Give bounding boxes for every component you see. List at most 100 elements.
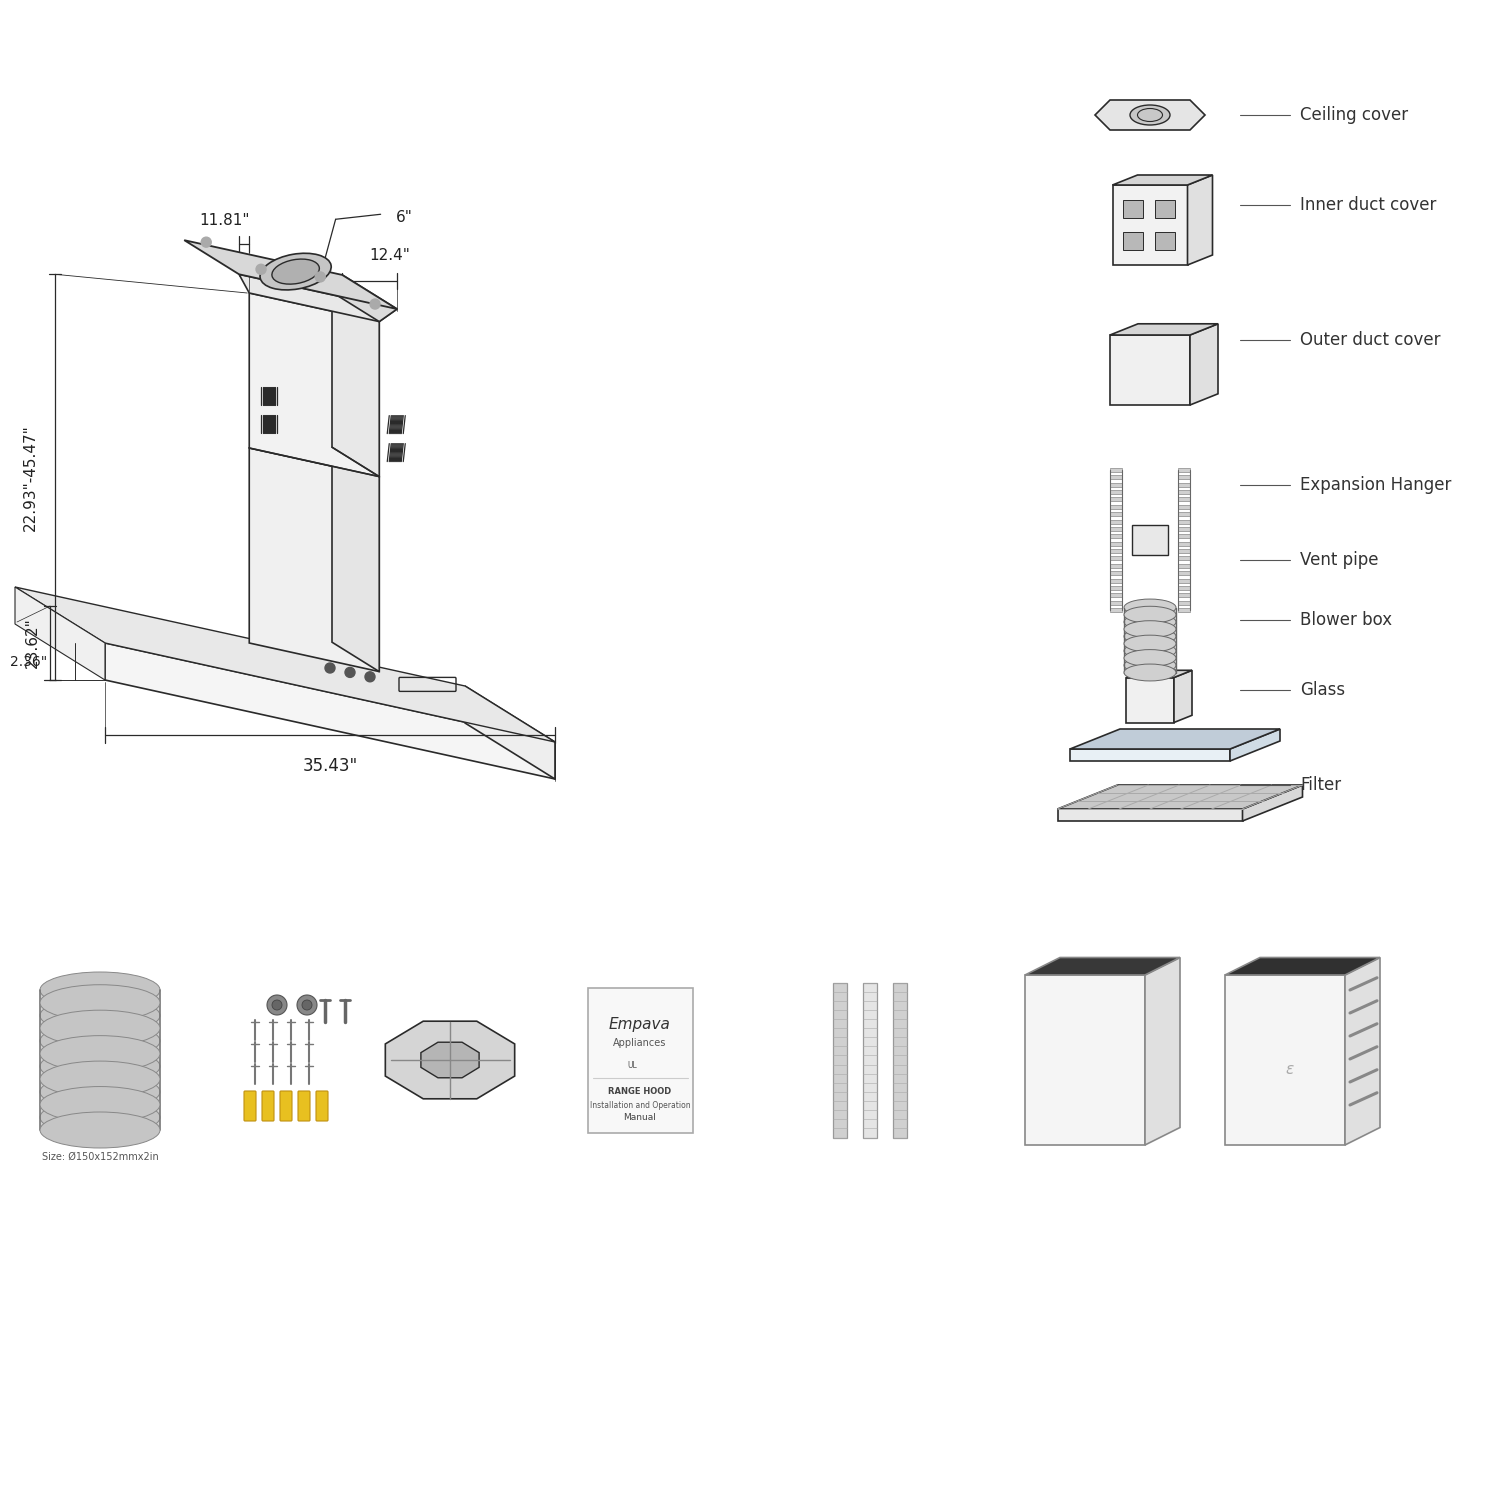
Polygon shape <box>1155 232 1174 250</box>
Polygon shape <box>1132 525 1168 555</box>
Polygon shape <box>1110 506 1122 509</box>
Ellipse shape <box>1124 642 1176 660</box>
Polygon shape <box>1230 729 1280 760</box>
Polygon shape <box>1178 564 1190 568</box>
Ellipse shape <box>40 1086 160 1122</box>
Polygon shape <box>1070 748 1230 760</box>
Polygon shape <box>1110 476 1122 480</box>
Polygon shape <box>1110 483 1122 486</box>
Ellipse shape <box>260 254 332 290</box>
Text: 2.36": 2.36" <box>9 654 46 669</box>
Polygon shape <box>332 274 398 321</box>
Polygon shape <box>1110 564 1122 568</box>
Text: Appliances: Appliances <box>614 1038 666 1048</box>
Polygon shape <box>184 240 398 309</box>
Circle shape <box>256 264 265 274</box>
Ellipse shape <box>40 1023 160 1059</box>
Polygon shape <box>1178 483 1190 486</box>
Ellipse shape <box>272 260 320 284</box>
Polygon shape <box>1226 957 1380 975</box>
Polygon shape <box>332 447 380 672</box>
Text: ɛ: ɛ <box>1286 1062 1294 1077</box>
Ellipse shape <box>1124 650 1176 666</box>
Polygon shape <box>1110 324 1218 334</box>
Text: UL: UL <box>627 1060 638 1070</box>
FancyBboxPatch shape <box>262 1090 274 1120</box>
Polygon shape <box>1226 975 1346 1144</box>
Polygon shape <box>1242 784 1302 820</box>
Text: Empava: Empava <box>609 1017 670 1032</box>
Circle shape <box>370 298 380 309</box>
Polygon shape <box>332 292 380 477</box>
Polygon shape <box>1110 334 1190 405</box>
Polygon shape <box>1178 579 1190 582</box>
Text: Manual: Manual <box>624 1113 657 1122</box>
Polygon shape <box>1178 519 1190 524</box>
Polygon shape <box>1095 100 1204 130</box>
Polygon shape <box>1174 670 1192 723</box>
Circle shape <box>326 663 334 674</box>
Text: 12.4": 12.4" <box>369 248 410 262</box>
Ellipse shape <box>1124 634 1176 652</box>
Polygon shape <box>1142 669 1158 678</box>
Circle shape <box>297 994 316 1016</box>
Polygon shape <box>862 982 877 1137</box>
Polygon shape <box>1178 526 1190 531</box>
Ellipse shape <box>40 984 160 1020</box>
FancyBboxPatch shape <box>244 1090 256 1120</box>
Ellipse shape <box>40 1112 160 1148</box>
Polygon shape <box>249 292 380 477</box>
Ellipse shape <box>1124 621 1176 638</box>
Polygon shape <box>1178 600 1190 604</box>
Polygon shape <box>588 987 693 1132</box>
Ellipse shape <box>1124 628 1176 645</box>
Text: Filter: Filter <box>1300 776 1341 794</box>
Polygon shape <box>1110 526 1122 531</box>
Polygon shape <box>1178 556 1190 561</box>
Ellipse shape <box>40 1060 160 1096</box>
Ellipse shape <box>1130 105 1170 125</box>
Polygon shape <box>1178 534 1190 538</box>
Polygon shape <box>1178 512 1190 516</box>
Circle shape <box>364 672 375 682</box>
Ellipse shape <box>40 972 160 1008</box>
Polygon shape <box>238 274 398 321</box>
Polygon shape <box>1110 572 1122 574</box>
Polygon shape <box>1126 670 1192 678</box>
Text: 22.93"-45.47": 22.93"-45.47" <box>22 424 38 531</box>
Text: RANGE HOOD: RANGE HOOD <box>609 1088 672 1096</box>
Polygon shape <box>1024 975 1144 1144</box>
Polygon shape <box>1110 490 1122 494</box>
Polygon shape <box>1110 498 1122 501</box>
Text: Expansion Hanger: Expansion Hanger <box>1300 476 1452 494</box>
Polygon shape <box>1178 542 1190 546</box>
Polygon shape <box>1126 678 1174 723</box>
Ellipse shape <box>40 1010 160 1046</box>
Polygon shape <box>1058 784 1302 808</box>
Polygon shape <box>15 586 555 742</box>
Polygon shape <box>1178 608 1190 612</box>
Polygon shape <box>1070 729 1280 748</box>
Polygon shape <box>1178 572 1190 574</box>
Polygon shape <box>422 1042 478 1078</box>
Polygon shape <box>386 1022 514 1100</box>
FancyBboxPatch shape <box>316 1090 328 1120</box>
Polygon shape <box>1188 176 1212 266</box>
Ellipse shape <box>1124 606 1176 622</box>
Polygon shape <box>1190 324 1218 405</box>
Polygon shape <box>1178 490 1190 494</box>
Polygon shape <box>1113 184 1188 266</box>
Polygon shape <box>1113 176 1212 184</box>
FancyBboxPatch shape <box>298 1090 310 1120</box>
Polygon shape <box>15 586 105 680</box>
Ellipse shape <box>40 1074 160 1110</box>
Polygon shape <box>1110 468 1122 472</box>
Polygon shape <box>833 982 848 1137</box>
Polygon shape <box>1346 957 1380 1144</box>
Polygon shape <box>465 686 555 778</box>
Polygon shape <box>105 644 555 778</box>
Bar <box>40 990 160 1130</box>
Polygon shape <box>1178 594 1190 597</box>
Polygon shape <box>1178 498 1190 501</box>
Circle shape <box>267 994 286 1016</box>
